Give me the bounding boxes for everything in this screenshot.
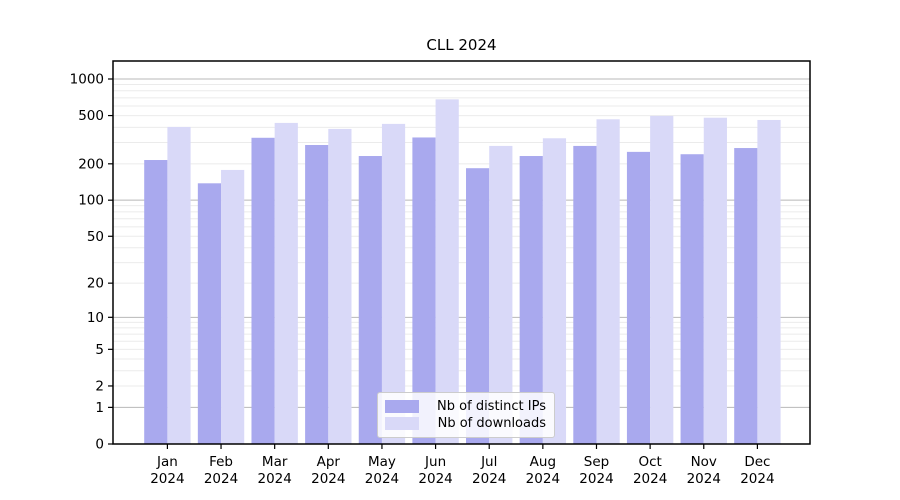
- x-axis-tick-label: Jun 2024: [418, 454, 452, 487]
- bar-oct-distinct-ips: [626, 151, 651, 444]
- y-axis-tick-label: 0: [95, 437, 104, 453]
- bar-may-distinct-ips: [358, 156, 382, 444]
- bar-jan-distinct-ips: [144, 160, 168, 445]
- bar-mar-downloads: [274, 122, 298, 444]
- chart-title: CLL 2024: [426, 36, 497, 54]
- x-axis-tick-label: Feb 2024: [204, 454, 238, 487]
- x-axis-tick-label: Dec 2024: [740, 454, 774, 487]
- x-axis-tick-label: Jul 2024: [472, 454, 506, 487]
- bar-apr-downloads: [328, 128, 352, 444]
- bar-jul-downloads: [489, 145, 513, 444]
- legend-entry-downloads: Nb of downloads: [385, 415, 546, 432]
- bar-jun-distinct-ips: [412, 137, 436, 445]
- bar-dec-downloads: [757, 119, 781, 445]
- bar-may-downloads: [381, 123, 406, 444]
- y-axis-tick-label: 5: [95, 342, 104, 358]
- x-axis-tick-label: Sep 2024: [579, 454, 613, 487]
- x-axis-tick-label: May 2024: [365, 454, 399, 487]
- bar-nov-downloads: [703, 117, 727, 445]
- x-axis-tick-label: Mar 2024: [257, 454, 291, 487]
- x-axis-tick-label: Apr 2024: [311, 454, 345, 487]
- x-axis-tick-label: Aug 2024: [526, 454, 560, 487]
- bar-jul-distinct-ips: [466, 168, 490, 444]
- x-axis-tick-label: Oct 2024: [633, 454, 667, 487]
- bar-apr-distinct-ips: [305, 145, 329, 444]
- x-axis-tick-label: Nov 2024: [687, 454, 721, 487]
- bar-aug-downloads: [542, 138, 567, 445]
- bar-jan-downloads: [167, 126, 191, 444]
- legend-label-distinct-ips: Nb of distinct IPs: [437, 399, 546, 414]
- bar-jun-downloads: [435, 99, 459, 444]
- bar-nov-distinct-ips: [680, 154, 704, 444]
- bar-aug-distinct-ips: [519, 156, 543, 444]
- legend: Nb of distinct IPs Nb of downloads: [377, 392, 555, 438]
- legend-swatch-downloads: [385, 417, 419, 430]
- bar-dec-distinct-ips: [734, 148, 758, 444]
- bar-feb-downloads: [221, 169, 245, 444]
- legend-label-downloads: Nb of downloads: [437, 416, 546, 431]
- plot-frame: [112, 60, 811, 445]
- legend-swatch-distinct-ips: [385, 400, 419, 413]
- y-axis-tick-label: 2: [95, 378, 104, 394]
- bar-mar-distinct-ips: [251, 137, 275, 445]
- bar-feb-distinct-ips: [197, 183, 222, 444]
- bar-sep-downloads: [596, 119, 620, 445]
- y-axis-tick-label: 50: [87, 229, 104, 245]
- x-axis-tick-label: Jan 2024: [150, 454, 184, 487]
- legend-entry-distinct-ips: Nb of distinct IPs: [385, 398, 546, 415]
- y-axis-tick-label: 20: [87, 276, 104, 292]
- y-axis-tick-label: 100: [78, 193, 104, 209]
- y-axis-tick-label: 1: [95, 400, 104, 416]
- bar-sep-distinct-ips: [573, 145, 597, 444]
- y-axis-tick-label: 200: [78, 156, 104, 172]
- y-axis-tick-label: 500: [78, 108, 104, 124]
- bar-oct-downloads: [650, 115, 674, 444]
- y-axis-tick-label: 1000: [70, 72, 104, 88]
- y-axis-tick-label: 10: [87, 310, 104, 326]
